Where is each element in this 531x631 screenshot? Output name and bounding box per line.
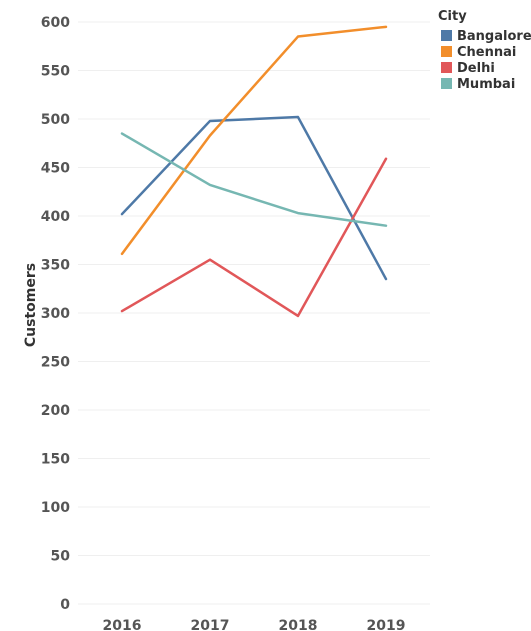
y-tick-label: 300 [41, 306, 70, 322]
y-tick-label: 100 [41, 500, 70, 516]
x-axis-ticks: 2016 2017 2018 2019 [103, 618, 406, 631]
y-tick-label: 150 [41, 452, 70, 468]
gridlines [78, 21, 430, 605]
series-line-delhi [120, 157, 388, 318]
legend-label-bangalore: Bangalore [457, 29, 531, 44]
y-tick-label: 50 [51, 549, 71, 565]
series-line-chennai [120, 25, 388, 256]
legend-swatch-mumbai [441, 78, 452, 89]
y-tick-label: 250 [41, 355, 70, 371]
x-tick-label: 2018 [279, 618, 318, 631]
series-lines [120, 25, 388, 318]
y-axis-ticks: 0 50 100 150 200 250 300 350 400 450 500 550 600 [41, 15, 70, 613]
x-tick-label: 2017 [191, 618, 230, 631]
y-tick-label: 600 [41, 15, 70, 31]
legend-title: City [438, 9, 467, 24]
y-tick-label: 450 [41, 161, 70, 177]
y-tick-label: 500 [41, 112, 70, 128]
legend-label-mumbai: Mumbai [457, 77, 515, 92]
y-tick-label: 350 [41, 258, 70, 274]
legend-swatch-delhi [441, 62, 452, 73]
series-line-mumbai [120, 132, 388, 227]
series-line-bangalore [120, 115, 388, 281]
y-tick-label: 550 [41, 64, 70, 80]
legend-swatch-chennai [441, 46, 452, 57]
legend-label-delhi: Delhi [457, 61, 495, 76]
y-tick-label: 200 [41, 403, 70, 419]
legend-label-chennai: Chennai [457, 45, 516, 60]
legend-swatch-bangalore [441, 30, 452, 41]
x-tick-label: 2019 [367, 618, 406, 631]
y-tick-label: 0 [60, 597, 70, 613]
x-tick-label: 2016 [103, 618, 142, 631]
y-tick-label: 400 [41, 209, 70, 225]
y-axis-title: Customers [23, 263, 39, 347]
